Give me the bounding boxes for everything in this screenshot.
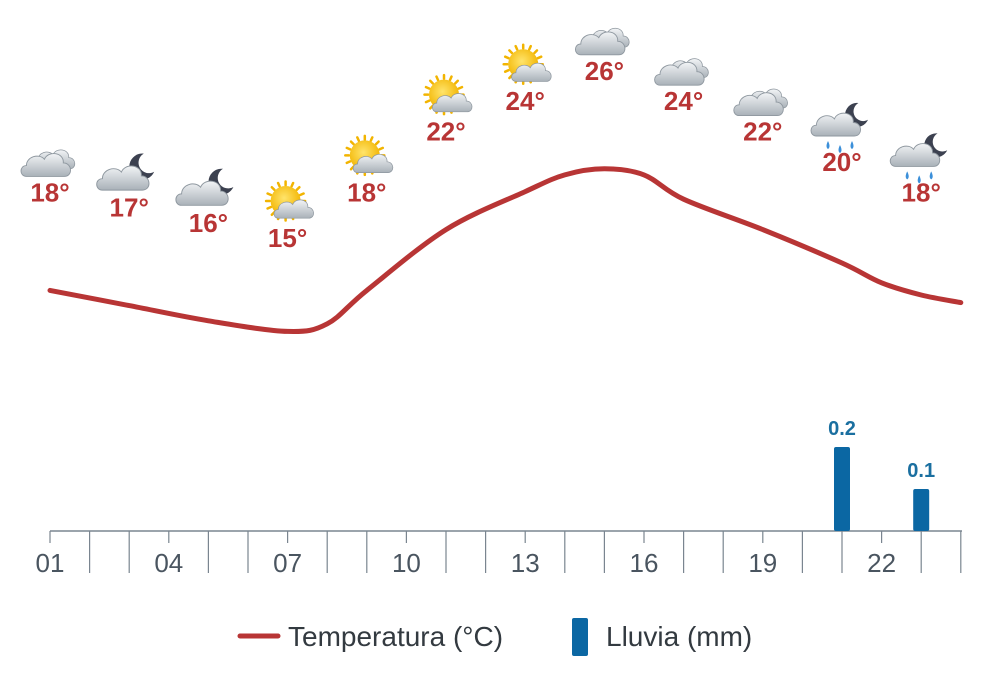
sun-cloud-icon	[502, 43, 552, 85]
cloudy-icon	[733, 88, 788, 117]
rain-value-label: 0.2	[828, 418, 856, 440]
sun-cloud-icon	[423, 73, 473, 116]
temperature-label: 16°	[189, 208, 228, 238]
x-tick-label: 01	[36, 548, 65, 578]
x-tick-label: 04	[154, 548, 183, 578]
temperature-label: 17°	[110, 193, 149, 223]
temperature-line	[47, 166, 964, 334]
temperature-label: 18°	[347, 177, 386, 207]
sun-cloud-icon	[264, 180, 314, 222]
temperature-label: 18°	[30, 177, 69, 207]
x-tick-label: 07	[273, 548, 302, 578]
rain-value-label: 0.1	[907, 460, 935, 482]
rain-bar	[834, 447, 850, 531]
temperature-labels-layer: 18° 17° 16° 15° 18° 22° 24° 26° 24° 22° 20° 18°	[30, 56, 941, 253]
temperature-label: 24°	[664, 86, 703, 116]
cloudy-icon	[654, 58, 709, 86]
legend-rain-label: Lluvia (mm)	[606, 621, 752, 652]
x-tick-label: 22	[867, 548, 896, 578]
x-tick-label: 13	[511, 548, 540, 578]
temperature-label: 20°	[822, 147, 861, 177]
rain-bar	[913, 489, 930, 531]
temperature-label: 26°	[585, 56, 624, 86]
temperature-label: 24°	[506, 86, 545, 116]
x-tick-label: 19	[748, 548, 777, 578]
rain-bars-layer: 0.2 0.1	[828, 418, 935, 531]
x-tick-label: 16	[630, 548, 659, 578]
rain-night-icon	[810, 102, 868, 153]
temperature-label: 15°	[268, 223, 307, 253]
x-tick-label: 10	[392, 548, 421, 578]
legend: Temperatura (°C) Lluvia (mm)	[237, 618, 752, 656]
temperature-label: 18°	[902, 177, 941, 207]
x-axis: 01 04 07 10 13 16 19 22	[36, 530, 962, 578]
cloudy-night-icon	[175, 168, 234, 206]
cloudy-icon	[574, 27, 630, 56]
temperature-label: 22°	[743, 117, 782, 147]
cloudy-night-icon	[96, 153, 155, 191]
rain-night-icon	[889, 133, 948, 184]
sun-cloud-icon	[344, 134, 394, 177]
temperature-label: 22°	[426, 117, 465, 147]
legend-temperature-label: Temperatura (°C)	[288, 621, 503, 652]
weather-icons-layer	[20, 27, 948, 222]
legend-rain-swatch	[572, 618, 588, 656]
cloudy-icon	[20, 149, 76, 177]
